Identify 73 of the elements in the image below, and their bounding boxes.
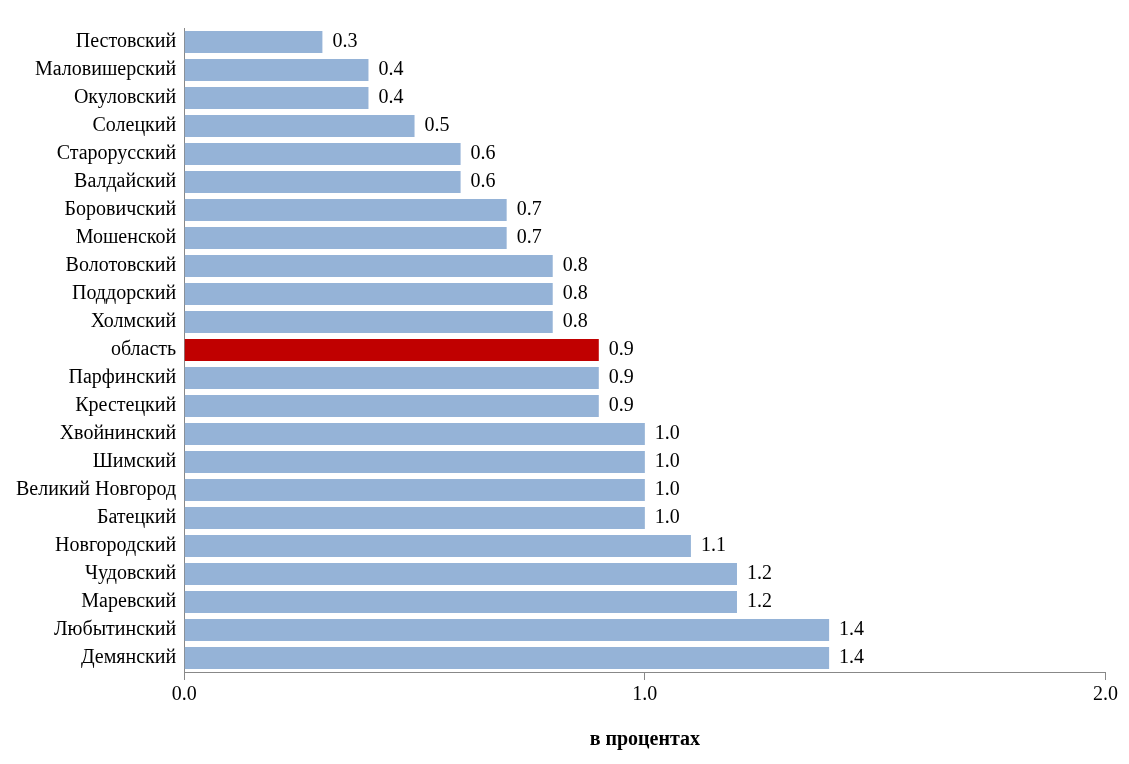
data-label: 0.8 bbox=[562, 309, 588, 332]
y-tick-label: Крестецкий bbox=[75, 393, 177, 417]
data-label: 1.4 bbox=[839, 645, 865, 668]
data-label: 1.0 bbox=[654, 421, 680, 444]
y-tick-label: Маревский bbox=[81, 589, 177, 613]
y-tick-label: Хвойнинский bbox=[59, 421, 177, 444]
y-tick-label: Маловишерский bbox=[34, 57, 177, 81]
y-tick-label: Старорусский bbox=[56, 141, 177, 165]
bar bbox=[184, 563, 737, 585]
bar bbox=[184, 87, 369, 109]
bar bbox=[184, 143, 461, 165]
y-tick-label: область bbox=[110, 337, 177, 360]
y-tick-label: Парфинский bbox=[68, 365, 177, 389]
bar bbox=[184, 227, 507, 249]
y-tick-label: Окуловский bbox=[73, 85, 177, 109]
bar bbox=[184, 311, 553, 333]
data-label: 0.3 bbox=[332, 29, 358, 52]
y-tick-label: Валдайский bbox=[74, 169, 177, 193]
data-label: 0.9 bbox=[608, 337, 634, 360]
bar bbox=[184, 115, 415, 137]
y-tick-label: Чудовский bbox=[84, 561, 177, 585]
bar bbox=[184, 619, 830, 641]
x-tick-label: 1.0 bbox=[632, 682, 658, 705]
data-label: 1.0 bbox=[654, 477, 680, 500]
y-tick-label: Мошенской bbox=[75, 225, 177, 248]
y-tick-label: Шимский bbox=[92, 449, 177, 472]
bar bbox=[184, 339, 599, 361]
y-tick-label: Великий Новгород bbox=[16, 477, 177, 501]
y-tick-label: Солецкий bbox=[92, 113, 177, 137]
data-label: 1.2 bbox=[746, 561, 772, 584]
y-tick-label: Новгородский bbox=[55, 533, 177, 557]
x-tick-label: 0.0 bbox=[171, 682, 197, 705]
bar bbox=[184, 647, 830, 669]
y-tick-label: Поддорский bbox=[72, 281, 177, 305]
data-label: 1.2 bbox=[746, 589, 772, 612]
y-tick-label: Любытинский bbox=[53, 617, 177, 640]
data-label: 0.8 bbox=[562, 281, 588, 304]
data-label: 1.1 bbox=[700, 533, 726, 556]
data-label: 0.9 bbox=[608, 393, 634, 416]
data-label: 0.6 bbox=[470, 169, 496, 192]
data-label: 1.0 bbox=[654, 449, 680, 472]
bar bbox=[184, 423, 645, 445]
data-label: 0.8 bbox=[562, 253, 588, 276]
bar bbox=[184, 367, 599, 389]
data-label: 0.7 bbox=[516, 197, 542, 220]
bar bbox=[184, 451, 645, 473]
x-tick-label: 2.0 bbox=[1093, 682, 1118, 705]
y-tick-label: Демянский bbox=[80, 645, 177, 669]
data-label: 0.7 bbox=[516, 225, 542, 248]
bar bbox=[184, 591, 737, 613]
data-label: 1.4 bbox=[839, 617, 865, 640]
bar bbox=[184, 255, 553, 277]
bar bbox=[184, 479, 645, 501]
data-label: 0.9 bbox=[608, 365, 634, 388]
bar bbox=[184, 199, 507, 221]
x-axis-title: в процентах bbox=[589, 727, 701, 751]
y-tick-label: Пестовский bbox=[75, 29, 177, 52]
bar bbox=[184, 59, 369, 81]
data-label: 0.5 bbox=[424, 113, 450, 136]
bar bbox=[184, 395, 599, 417]
bar bbox=[184, 507, 645, 529]
bar bbox=[184, 171, 461, 193]
bar bbox=[184, 31, 323, 53]
data-label: 1.0 bbox=[654, 505, 680, 528]
data-label: 0.6 bbox=[470, 141, 496, 164]
y-tick-label: Холмский bbox=[90, 309, 177, 332]
bar bbox=[184, 535, 691, 557]
y-tick-label: Волотовский bbox=[65, 253, 177, 276]
bar bbox=[184, 283, 553, 305]
data-label: 0.4 bbox=[378, 57, 404, 80]
y-tick-label: Батецкий bbox=[96, 505, 177, 529]
data-label: 0.4 bbox=[378, 85, 404, 108]
y-tick-label: Боровичский bbox=[64, 197, 177, 221]
